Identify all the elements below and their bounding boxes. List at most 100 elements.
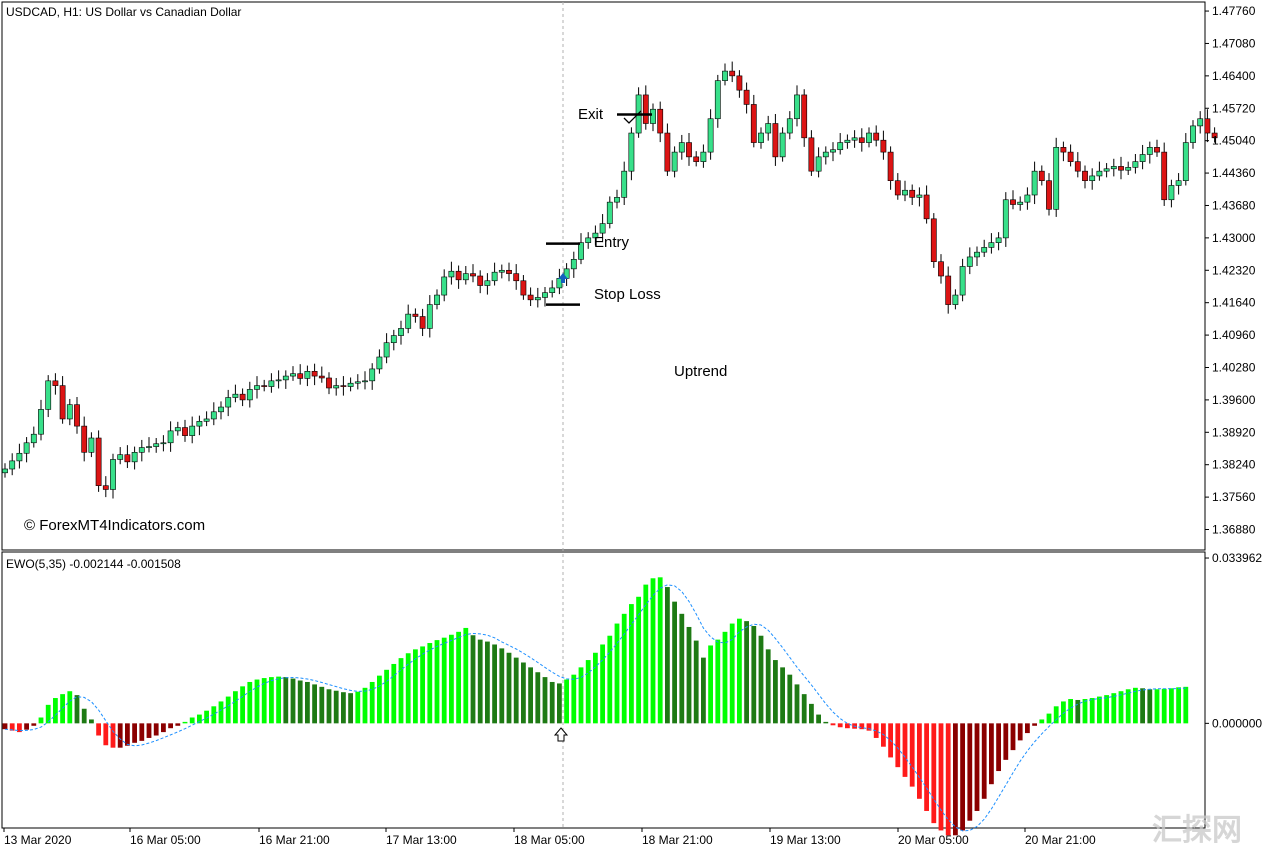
time-tick-label: 16 Mar 21:00 [259,833,330,847]
buy-arrow-icon [558,273,568,283]
candle [1168,179,1175,208]
ewo-bar [492,644,497,724]
candle [2,463,8,478]
ewo-bar [974,723,980,811]
ewo-bar [485,641,490,724]
candle [477,270,484,294]
time-tick-label: 17 Mar 13:00 [386,833,457,847]
ewo-bar [1032,723,1037,726]
candle [959,258,966,302]
ewo-bar [549,681,555,724]
ewo-bar [614,623,620,724]
candle [52,373,59,395]
candle [59,376,66,424]
ewo-bar [96,723,101,736]
candle [678,134,685,160]
candle [38,399,44,441]
candle [434,289,440,310]
candle [498,264,505,279]
ewo-bar [866,723,872,731]
ewo-bar [816,714,821,724]
ewo-bar [276,676,281,724]
candle [995,232,1002,251]
ewo-bar [9,723,15,731]
candle [981,239,988,257]
candle [398,320,404,345]
candle [542,286,548,307]
ewo-bar [1053,706,1059,724]
ewo-bar [269,677,274,724]
price-tick-label: 1.45720 [1212,101,1256,115]
entry-label: Entry [594,234,630,251]
candle [736,70,743,98]
candle [30,426,37,448]
candle [275,370,282,389]
ewo-bar [463,627,469,724]
uptrend-label: Uptrend [674,363,727,380]
candle [455,265,462,289]
ewo-bar [355,691,361,724]
ewo-bar [153,723,159,736]
candle [1146,141,1153,164]
symbol-title: USDCAD, H1: US Dollar vs Canadian Dollar [6,5,241,19]
candle [45,375,52,418]
candle [1038,165,1045,186]
ewo-bar [528,667,533,724]
candle [1067,144,1074,167]
candle [426,295,433,338]
candle [894,173,901,200]
candle [218,401,224,420]
candle [203,411,210,427]
ewo-bar [348,693,353,724]
candle [138,439,145,462]
candle [167,421,174,452]
candle [520,275,527,300]
candle [340,376,347,396]
candle [160,435,167,452]
ewo-bar [117,723,123,748]
candle [88,432,95,458]
ewo-bar [24,723,29,730]
ewo-bar [341,692,346,724]
candle [714,74,721,128]
candle [570,251,577,278]
corner-logo: 汇探网 [1152,814,1242,847]
ewo-bar [60,694,65,724]
ewo-bar [1025,723,1030,734]
candle [390,329,397,351]
price-tick-label: 1.40960 [1212,328,1256,342]
candle [750,94,757,148]
ewo-bar [103,723,109,746]
candle [1096,161,1103,181]
ewo-bar [758,635,764,724]
candle [866,127,872,148]
candle [722,63,728,86]
candle [246,381,253,408]
candle [196,415,203,436]
candle [318,366,325,383]
watermark: © ForexMT4Indicators.com [24,517,205,534]
candle [326,372,332,395]
ewo-bar [125,723,130,746]
ewo-bar [650,578,656,724]
price-tick-label: 1.47760 [1212,4,1256,18]
price-axis: 1.47760 1.47080 1.46400 1.45720 1.45040 1.443… [1205,4,1256,537]
candle [664,123,671,176]
ewo-bar [132,723,137,743]
ewo-bar [1003,723,1009,760]
ewo-bar [420,646,425,724]
ewo-bar [780,667,785,724]
candle [383,333,390,364]
ewo-bar [542,677,548,724]
up-arrow-icon [553,727,569,742]
candle [945,266,952,314]
candle [808,130,815,176]
ewo-bar [636,596,641,724]
candle [124,445,131,469]
time-tick-label: 16 Mar 05:00 [130,833,201,847]
candle [1060,141,1067,162]
candle [887,146,894,190]
ewo-bar [837,723,843,728]
